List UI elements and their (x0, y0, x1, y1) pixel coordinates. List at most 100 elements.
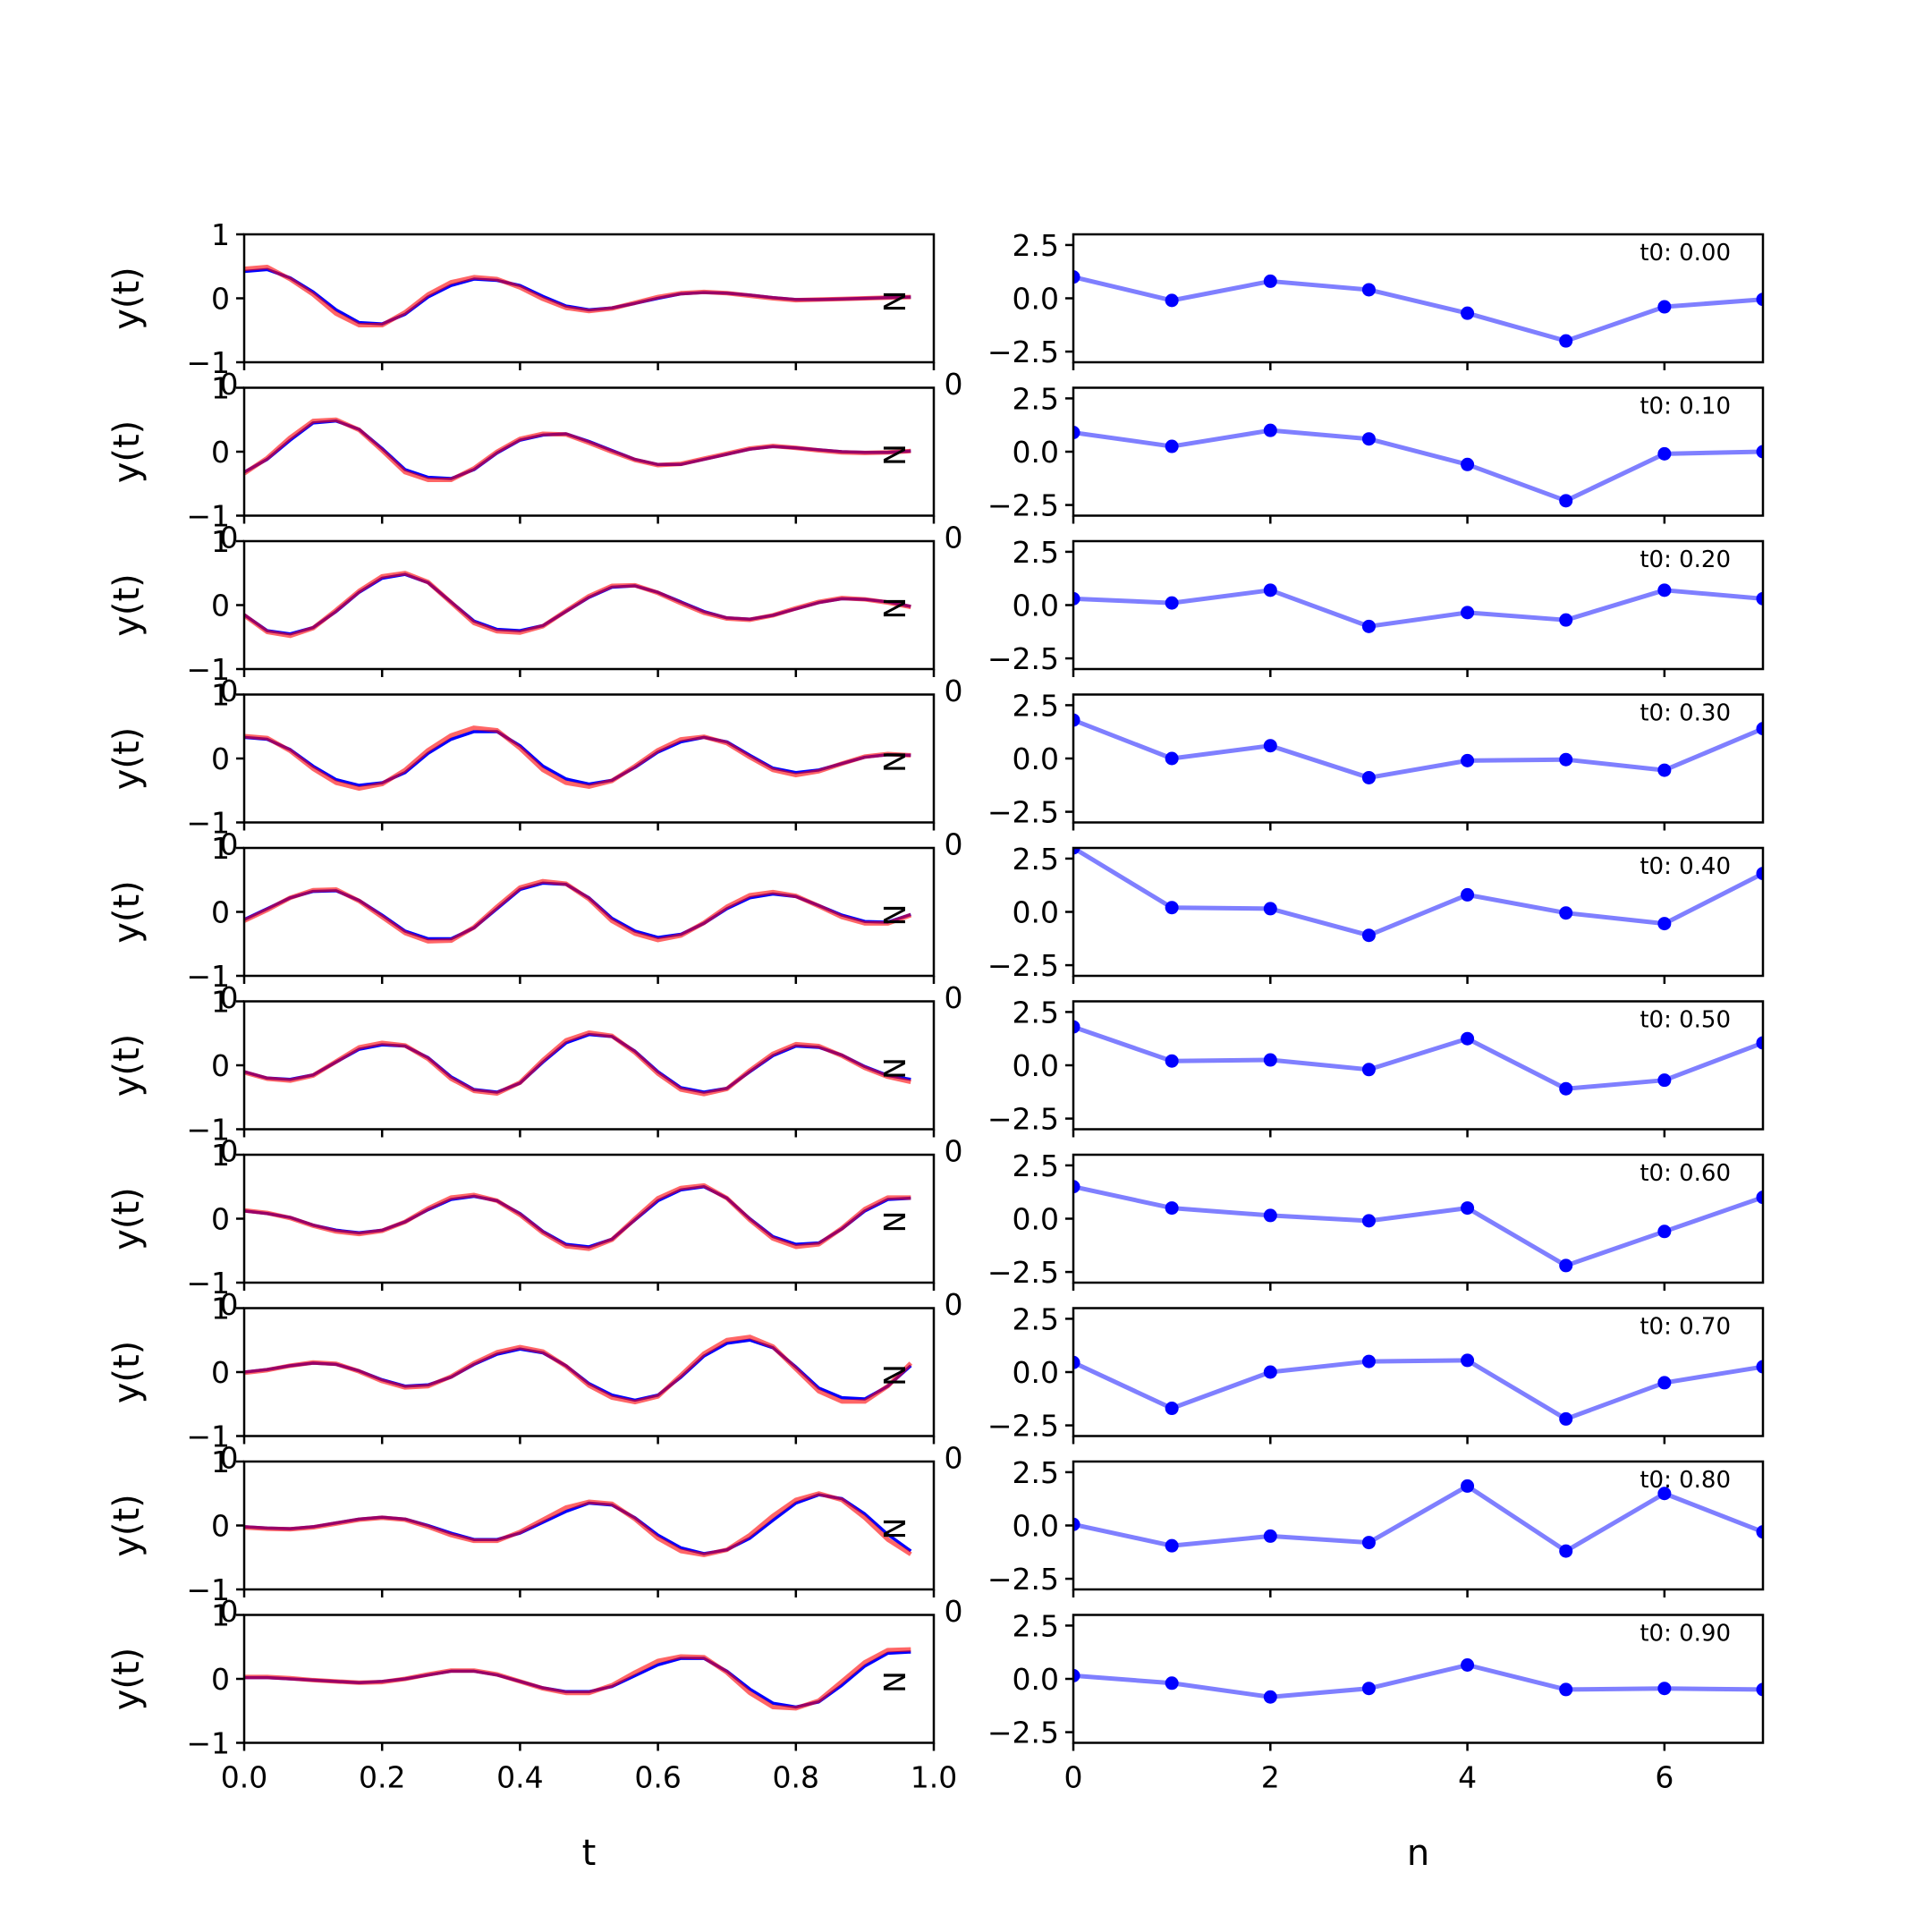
y-tick-label: 0.0 (1013, 589, 1059, 623)
coeff-point (1073, 713, 1080, 727)
coeff-line (1073, 588, 1763, 629)
coeff-point (1657, 300, 1672, 314)
coeff-point (1263, 274, 1277, 288)
coeff-point (1461, 1658, 1475, 1673)
panel-annotation: t0: 0.00 (1640, 240, 1731, 267)
coeff-point (1461, 887, 1475, 902)
coeff-point (1657, 446, 1672, 461)
y-tick-label: 0.0 (1013, 1355, 1059, 1390)
y-tick-label: 0 (211, 282, 230, 317)
y-tick-label: −2.5 (987, 1255, 1059, 1290)
y-tick-label: 1 (211, 217, 230, 252)
edge-label: N (877, 1364, 912, 1386)
coeff-point (1657, 917, 1672, 931)
panel-annotation: t0: 0.40 (1640, 853, 1731, 880)
y-tick-label: 0 (211, 895, 230, 930)
coeff-point (1559, 494, 1573, 508)
coeff-line (1073, 1663, 1763, 1699)
coeff-point (1263, 1365, 1277, 1379)
y-tick-label: −1 (186, 1113, 230, 1148)
x-tick-label: 4 (1458, 1760, 1477, 1795)
coeff-point (1461, 1353, 1475, 1368)
coeff-line (1073, 1483, 1763, 1554)
coeff-point (1559, 752, 1573, 767)
y-tick-label: 0 (211, 589, 230, 623)
left-panel: −1 0 1 0.0 0.2 0.4 0.6 0.8 1.0 y(t) N (106, 1598, 957, 1795)
panel-annotation: t0: 0.20 (1640, 547, 1731, 573)
x-axis-label-left: t (582, 1833, 597, 1874)
coeff-point (1756, 1360, 1763, 1374)
coeff-line (1073, 275, 1763, 343)
corner-label-right: 0 (945, 980, 963, 1015)
y-tick-label: 2.5 (1013, 1455, 1059, 1490)
right-panel: 2.5 0.0 −2.5 t0: 0.00 (987, 228, 1765, 370)
edge-label: N (877, 597, 912, 620)
corner-label-right: 0 (945, 1594, 963, 1629)
coeff-point (1657, 1376, 1672, 1390)
series-b-line (244, 571, 911, 639)
panel-annotation: t0: 0.70 (1640, 1314, 1731, 1341)
right-panel: 2.5 0.0 −2.5 t0: 0.60 (987, 1148, 1765, 1291)
y-tick-label: 1 (211, 1598, 230, 1633)
y-axis-label: y(t) (106, 1648, 148, 1711)
y-axis-label: y(t) (106, 573, 148, 637)
coeff-point (1756, 1682, 1763, 1697)
y-tick-label: −2.5 (987, 795, 1059, 830)
coeff-point (1361, 619, 1376, 633)
y-tick-label: −1 (186, 959, 230, 994)
corner-label-right: 0 (945, 1287, 963, 1322)
y-tick-label: 2.5 (1013, 688, 1059, 723)
y-tick-label: 1 (211, 1138, 230, 1173)
right-panel: 2.5 0.0 −2.5 t0: 0.70 (987, 1301, 1765, 1445)
y-tick-label: 1 (211, 985, 230, 1020)
coeff-point (1756, 867, 1763, 881)
series-b-line (244, 264, 911, 328)
series-b-line (244, 878, 912, 944)
coeff-point (1361, 928, 1376, 943)
y-tick-label: −1 (186, 652, 230, 687)
edge-label: N (877, 904, 912, 927)
y-tick-label: 1 (211, 678, 230, 713)
coeff-point (1361, 283, 1376, 297)
y-tick-label: 2.5 (1013, 1301, 1059, 1336)
coeff-point (1657, 1682, 1672, 1696)
coeff-line (1073, 848, 1763, 938)
y-tick-label: 2.5 (1013, 1608, 1059, 1643)
corner-label-left: 0 (220, 674, 239, 708)
y-tick-label: 2.5 (1013, 535, 1059, 570)
y-axis-label: y(t) (106, 267, 148, 330)
y-tick-label: 0.0 (1013, 1048, 1059, 1083)
y-tick-label: 1 (211, 831, 230, 866)
corner-label-left: 0 (220, 1594, 239, 1629)
edge-label: N (877, 1518, 912, 1540)
right-panel: 2.5 0.0 −2.5 t0: 0.10 (987, 381, 1765, 524)
y-axis-label: y(t) (106, 420, 148, 484)
coeff-point (1559, 1544, 1573, 1558)
coeff-point (1263, 1208, 1277, 1223)
y-tick-label: 0 (211, 1355, 230, 1390)
y-axis-label: y(t) (106, 1494, 148, 1557)
y-tick-label: −1 (186, 1726, 230, 1761)
y-tick-label: 2.5 (1013, 995, 1059, 1030)
coeff-line (1073, 1184, 1763, 1268)
x-tick-label: 6 (1655, 1760, 1674, 1795)
y-tick-label: 2.5 (1013, 381, 1059, 416)
y-tick-label: 2.5 (1013, 228, 1059, 263)
series-b-line (244, 1182, 911, 1251)
coeff-point (1263, 739, 1277, 753)
y-tick-label: −1 (186, 1572, 230, 1607)
y-tick-label: 0 (211, 1048, 230, 1083)
y-tick-label: 1 (211, 371, 230, 406)
y-tick-label: 0.0 (1013, 895, 1059, 930)
coeff-point (1361, 1682, 1376, 1696)
y-axis-label: y(t) (106, 1034, 148, 1097)
y-axis-label: y(t) (106, 880, 148, 944)
y-tick-label: 0.0 (1013, 435, 1059, 470)
coeff-point (1756, 445, 1763, 459)
